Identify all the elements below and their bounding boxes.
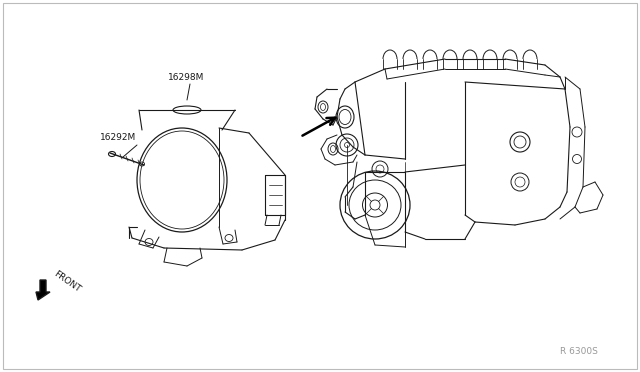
Polygon shape bbox=[36, 280, 50, 300]
Text: R 6300S: R 6300S bbox=[560, 347, 598, 356]
Text: FRONT: FRONT bbox=[52, 269, 82, 294]
Text: 16298M: 16298M bbox=[168, 73, 204, 82]
FancyBboxPatch shape bbox=[3, 3, 637, 369]
Text: 16292M: 16292M bbox=[100, 133, 136, 142]
